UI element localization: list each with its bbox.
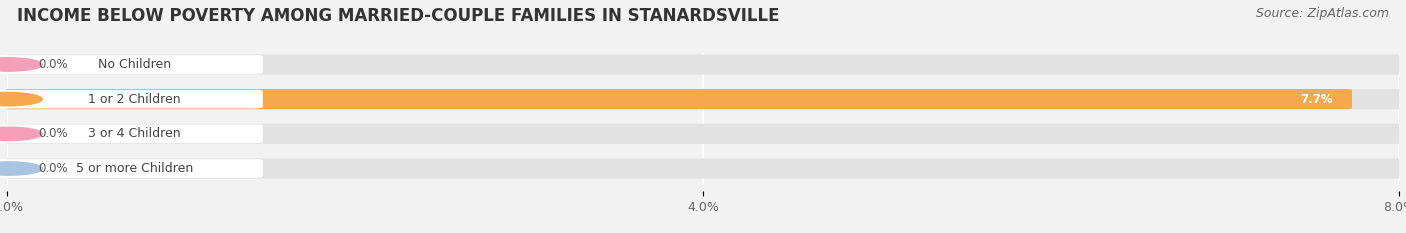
Text: 3 or 4 Children: 3 or 4 Children (89, 127, 181, 140)
FancyBboxPatch shape (1, 158, 1405, 178)
Text: 0.0%: 0.0% (38, 162, 67, 175)
Text: 5 or more Children: 5 or more Children (76, 162, 193, 175)
FancyBboxPatch shape (0, 159, 263, 178)
Text: 7.7%: 7.7% (1301, 93, 1333, 106)
Text: Source: ZipAtlas.com: Source: ZipAtlas.com (1256, 7, 1389, 20)
FancyBboxPatch shape (0, 90, 263, 109)
Circle shape (0, 127, 42, 140)
Text: 0.0%: 0.0% (38, 58, 67, 71)
Text: 0.0%: 0.0% (38, 127, 67, 140)
Circle shape (0, 162, 42, 175)
Circle shape (0, 93, 42, 106)
Text: 1 or 2 Children: 1 or 2 Children (89, 93, 181, 106)
Text: INCOME BELOW POVERTY AMONG MARRIED-COUPLE FAMILIES IN STANARDSVILLE: INCOME BELOW POVERTY AMONG MARRIED-COUPL… (17, 7, 779, 25)
FancyBboxPatch shape (0, 55, 263, 74)
FancyBboxPatch shape (0, 124, 263, 143)
FancyBboxPatch shape (1, 89, 1405, 109)
Circle shape (0, 58, 42, 71)
Text: No Children: No Children (98, 58, 172, 71)
FancyBboxPatch shape (1, 124, 1405, 144)
FancyBboxPatch shape (1, 55, 1405, 75)
FancyBboxPatch shape (1, 89, 1353, 109)
